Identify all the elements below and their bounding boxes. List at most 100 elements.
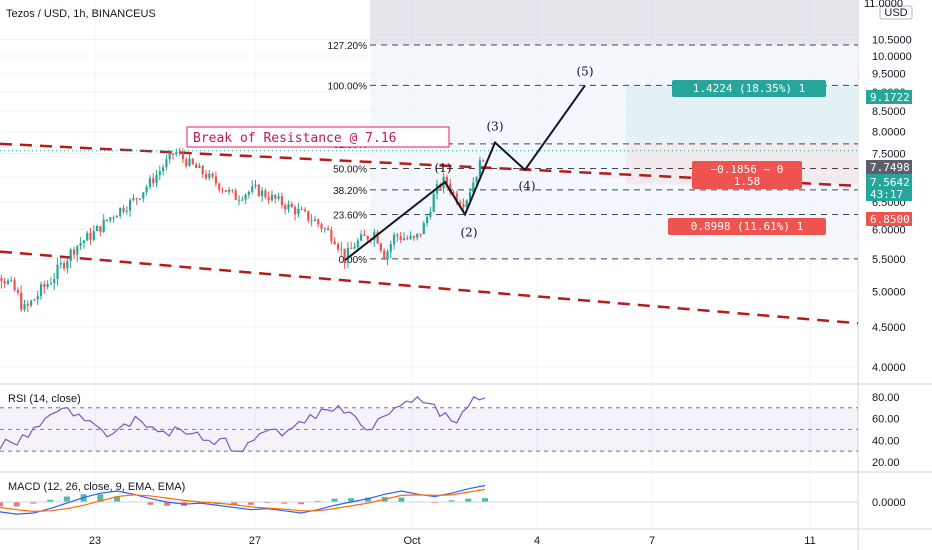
candle-body [482,160,485,162]
candle-body [300,208,303,210]
candle-body [409,236,412,239]
candle-body [119,207,122,216]
candle-body [96,226,99,232]
candle-body [330,230,333,242]
stop-price-badge[interactable] [866,212,912,226]
elliott-wave-label: (3) [487,120,504,134]
macd-histogram-bar [465,498,472,502]
candle-body [343,248,346,263]
candle-body [218,183,221,190]
fib-level-label: 50.00% [333,164,367,175]
candle-body [287,203,290,210]
level-price-badge[interactable] [866,160,912,174]
candle-body [20,292,23,310]
elliott-wave-label: (1) [435,161,452,175]
candle-body [254,184,257,187]
candle-body [465,200,468,208]
currency-badge[interactable] [879,5,913,20]
candle-body [333,241,336,245]
macd-title: MACD (12, 26, close, 9, EMA, EMA) [8,481,185,493]
macd-histogram-bar [281,502,288,504]
price-tick: 7.5000 [872,149,906,161]
candle-body [221,189,224,191]
price-tick: 10.0000 [872,51,912,63]
candle-body [307,210,310,221]
candle-body [132,198,135,201]
last-price: 7.5642 [870,176,910,189]
candle-body [36,296,39,300]
candle-body [168,153,171,160]
candle-body [327,228,330,231]
loss-label-box[interactable] [668,218,826,235]
candle-body [109,217,112,221]
top-clipped-price: 11.0000 [864,0,903,10]
candle-body [86,232,89,241]
candle-body [145,187,148,193]
time-tick: 23 [89,535,101,547]
macd-histogram-bar [348,498,355,502]
candle-body [158,171,161,176]
candle-body [135,198,138,200]
macd-histogram-bar [298,502,305,505]
rsi-pane: 20.00 40.00 60.00 80.00 [0,392,900,469]
candle-body [386,251,389,260]
candle-body [303,209,307,211]
candle-body [6,280,10,284]
candle-body [261,190,264,196]
fib-level-label: 23.60% [333,210,367,221]
macd-histogram-bar [147,502,154,505]
candle-body [129,200,132,211]
candle-body [171,153,175,155]
candle-body [422,223,425,235]
time-tick: 11 [804,535,815,547]
rsi-tick: 20.00 [872,457,900,469]
candle-body [0,278,3,281]
candle-body [162,167,165,172]
resistance-line [0,142,859,188]
price-tick: 4.5000 [872,322,906,334]
macd-histogram-bar [231,502,238,505]
time-tick: 4 [534,535,540,547]
candle-body [468,192,472,201]
currency-label: USD [884,7,907,19]
candle-body [274,194,277,199]
pnl-label-box[interactable] [692,161,802,189]
price-tick: 5.5000 [872,254,906,266]
candle-body [231,189,234,191]
candle-body [69,249,72,261]
last-price-badge[interactable] [866,174,912,201]
candle-body [350,247,353,249]
macd-histogram-bar [0,502,3,507]
resistance-annotation-box[interactable] [186,126,450,148]
rsi-title: RSI (14, close) [8,393,81,405]
candle-body [122,207,125,212]
candle-body [383,250,386,260]
candle-body [478,160,481,177]
candle-body [30,300,33,306]
level-price: 7.7498 [870,161,910,174]
candles [0,147,485,313]
macd-histogram-bar [97,494,104,502]
candle-body [49,283,52,285]
elliott-wave[interactable]: (1) (2) (3) (4) (5) [344,64,594,261]
profit-label-box[interactable] [672,80,826,97]
resistance-annotation: Break of Resistance @ 7.16 [193,131,397,146]
candle-body [379,243,382,251]
price-tick: 8.5000 [872,106,906,118]
candle-body [475,176,478,183]
candle-body [105,219,109,221]
target-price-badge[interactable] [866,90,912,104]
candle-body [294,207,297,215]
candle-body [241,199,244,201]
macd-line [0,484,486,515]
candle-body [224,190,227,192]
macd-histogram-bar [364,497,371,502]
candle-body [63,262,66,269]
candle-body [195,164,198,168]
candle-body [356,240,359,248]
macd-tick: 0.0000 [872,497,906,509]
time-axis[interactable]: 23 27 Oct 4 7 11 [89,535,816,547]
candle-body [10,279,13,281]
resistance-lines[interactable] [0,142,859,325]
